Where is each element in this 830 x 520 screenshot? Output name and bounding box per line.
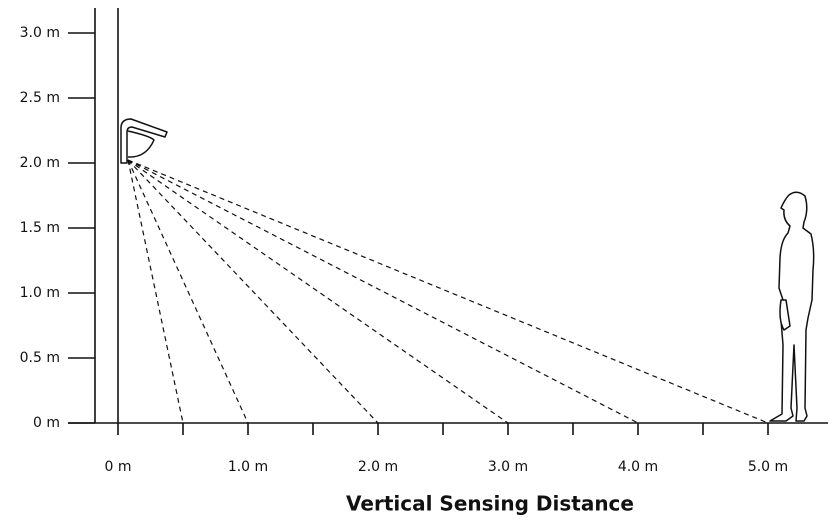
x-tick-label: 1.0 m (228, 459, 268, 475)
ray (127, 159, 509, 424)
y-tick-label: 0.5 m (20, 350, 60, 366)
y-tick-label: 1.5 m (20, 220, 60, 236)
x-tick-label: 5.0 m (748, 459, 788, 475)
y-tick-label: 2.5 m (20, 90, 60, 106)
x-tick-label: 4.0 m (618, 459, 658, 475)
y-tick-label: 0 m (33, 415, 60, 431)
ray (127, 159, 249, 424)
y-tick-label: 1.0 m (20, 285, 60, 301)
ray (127, 159, 184, 424)
x-tick-label: 3.0 m (488, 459, 528, 475)
title: Vertical Sensing Distance (346, 492, 634, 516)
y-tick-label: 3.0 m (20, 25, 60, 41)
sensing-rays (127, 159, 769, 424)
y-tick-label: 2.0 m (20, 155, 60, 171)
x-tick-label: 0 m (105, 459, 132, 475)
x-tick-label: 2.0 m (358, 459, 398, 475)
sensor (120, 118, 168, 164)
ray (127, 159, 639, 424)
person (769, 191, 815, 422)
ray (127, 159, 769, 424)
ray (127, 159, 379, 424)
